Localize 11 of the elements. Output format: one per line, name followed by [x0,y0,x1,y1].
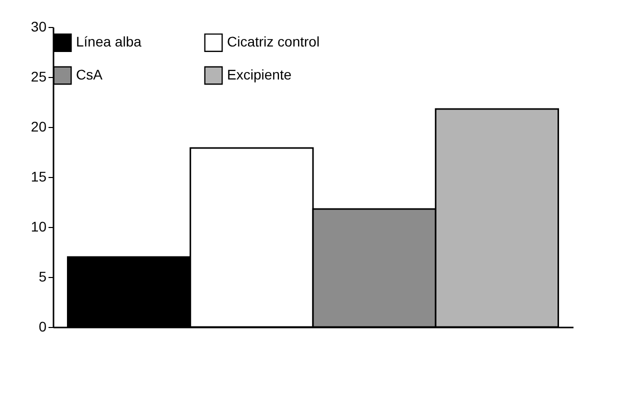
legend-label: Cicatriz control [227,34,320,50]
legend-label: Excipiente [227,66,292,82]
y-tick-label: 30 [30,18,47,34]
y-tick-label: 25 [30,68,47,84]
y-tick-label: 5 [38,268,47,284]
legend-label: CsA [76,66,104,82]
y-tick-label: 0 [38,318,47,334]
legend-label: Línea alba [76,34,142,50]
y-tick-label: 15 [30,168,47,184]
y-tick-label: 20 [30,118,47,134]
y-tick-label: 10 [30,218,47,234]
